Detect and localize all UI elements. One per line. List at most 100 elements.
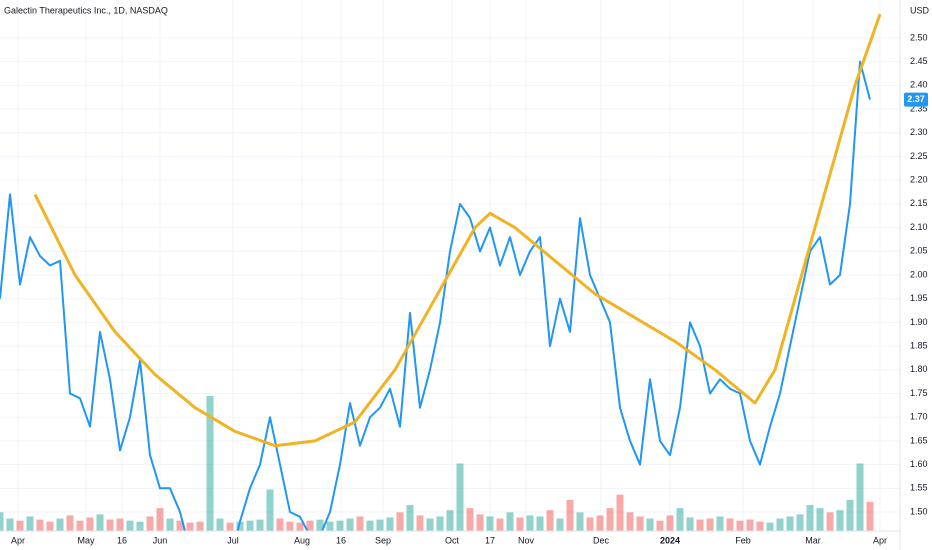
x-tick-label: Aug: [294, 535, 310, 545]
volume-bar: [796, 514, 804, 531]
y-tick-label: 2.30: [910, 127, 928, 137]
volume-bar: [536, 516, 544, 531]
volume-bar: [6, 518, 14, 531]
y-tick-label: 1.75: [910, 388, 928, 398]
volume-bar: [696, 519, 704, 531]
y-tick-label: 2.05: [910, 246, 928, 256]
volume-bar: [66, 515, 74, 531]
x-tick-label: Feb: [735, 535, 751, 545]
volume-bar: [296, 522, 304, 531]
volume-bar: [846, 499, 854, 531]
volume-bar: [606, 508, 614, 531]
volume-bar: [476, 514, 484, 531]
volume-bar: [776, 518, 784, 531]
volume-bar: [236, 521, 244, 531]
volume-bar: [396, 512, 404, 531]
volume-bar: [36, 519, 44, 531]
price-label: 2.37: [907, 94, 925, 104]
volume-bar: [766, 522, 774, 531]
volume-bar: [246, 520, 254, 531]
volume-bar: [26, 516, 34, 531]
volume-bar: [786, 516, 794, 531]
y-tick-label: 1.60: [910, 459, 928, 469]
volume-bar: [346, 518, 354, 531]
volume-bar: [716, 516, 724, 531]
volume-bar: [416, 515, 424, 531]
volume-bar: [816, 508, 824, 531]
y-tick-label: 2.35: [910, 103, 928, 113]
volume-bar: [76, 520, 84, 531]
volume-bar: [316, 519, 324, 531]
volume-bar: [156, 508, 164, 531]
y-axis-label: USD: [910, 5, 930, 15]
x-tick-label: 16: [117, 535, 127, 545]
y-tick-label: 1.80: [910, 364, 928, 374]
volume-bar: [106, 519, 114, 531]
volume-bar: [286, 521, 294, 531]
x-tick-label: Dec: [593, 535, 610, 545]
volume-bar: [806, 505, 814, 531]
volume-bar: [706, 518, 714, 531]
volume-bar: [146, 516, 154, 531]
axis: 1.50 1.55 1.60 1.65 1.70 1.75 1.80 1.85 1.90 1.95…: [11, 32, 928, 545]
volume-bar: [676, 508, 684, 531]
volume-bar: [546, 510, 554, 531]
y-tick-label: 1.85: [910, 340, 928, 350]
volume-bar: [406, 505, 414, 531]
volume-bar: [826, 512, 834, 531]
volume-bar: [566, 499, 574, 531]
volume-bar: [686, 517, 694, 531]
volume-bar: [556, 518, 564, 531]
x-tick-label: Apr: [873, 535, 887, 545]
volume-bar: [516, 517, 524, 531]
volume-bar: [86, 517, 94, 531]
y-tick-label: 2.15: [910, 198, 928, 208]
volume-bar: [126, 520, 134, 531]
y-tick-label: 1.55: [910, 483, 928, 493]
volume-bar: [326, 521, 334, 531]
volume-bar: [196, 521, 204, 531]
volume-bar: [626, 512, 634, 531]
volume-bar: [176, 520, 184, 531]
volume-bar: [736, 520, 744, 531]
volume-bar: [636, 516, 644, 531]
y-tick-label: 1.65: [910, 435, 928, 445]
volume-bar: [586, 517, 594, 531]
volume-bar: [226, 522, 234, 531]
volume-bar: [216, 518, 224, 531]
y-tick-label: 1.95: [910, 293, 928, 303]
volume-bar: [746, 519, 754, 531]
x-tick-label: Jun: [153, 535, 168, 545]
volume-bar: [256, 519, 264, 531]
x-tick-label: Oct: [445, 535, 460, 545]
price-label-box: [904, 92, 928, 107]
volume-bar: [646, 518, 654, 531]
y-tick-label: 1.70: [910, 412, 928, 422]
volume: [0, 396, 874, 531]
x-tick-label: 16: [336, 535, 346, 545]
volume-bar: [366, 520, 374, 531]
volume-bar: [596, 515, 604, 531]
volume-bar: [486, 516, 494, 531]
lines: [0, 13, 882, 531]
volume-bar: [356, 516, 364, 531]
y-tick-label: 2.45: [910, 56, 928, 66]
y-tick-label: 2.25: [910, 151, 928, 161]
x-tick-label: Jul: [227, 535, 239, 545]
y-tick-label: 1.90: [910, 317, 928, 327]
volume-bar: [656, 520, 664, 531]
volume-bar: [386, 517, 394, 531]
volume-bar: [456, 463, 464, 531]
volume-bar: [56, 518, 64, 531]
x-tick-label: May: [77, 535, 95, 545]
volume-bar: [436, 516, 444, 531]
y-tick-label: 2.50: [910, 32, 928, 42]
y-tick-label: 2.00: [910, 269, 928, 279]
volume-bar: [186, 522, 194, 531]
volume-bar: [726, 518, 734, 531]
volume-bar: [96, 514, 104, 531]
chart-title: Galectin Therapeutics Inc., 1D, NASDAQ: [4, 5, 168, 15]
volume-bar: [666, 515, 674, 531]
volume-bar: [336, 520, 344, 531]
moving-average: [33, 13, 882, 448]
